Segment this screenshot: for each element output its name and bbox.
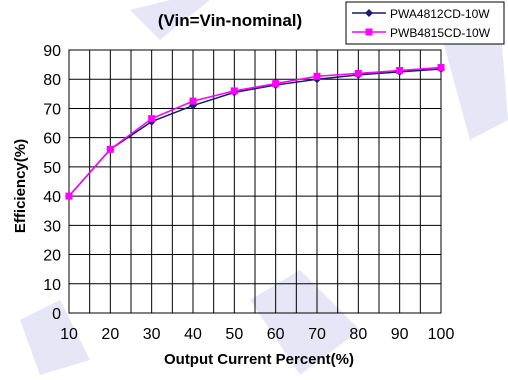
y-tick-label: 70 bbox=[43, 101, 61, 118]
legend-entry: PWB4815CD-10W bbox=[352, 26, 491, 40]
y-tick-label: 60 bbox=[43, 131, 61, 148]
data-point bbox=[313, 72, 321, 80]
x-tick-label: 60 bbox=[267, 326, 285, 343]
data-point bbox=[272, 80, 280, 88]
legend: PWA4812CD-10W PWB4815CD-10W bbox=[345, 1, 505, 45]
data-point bbox=[437, 64, 445, 72]
x-tick-label: 10 bbox=[60, 326, 78, 343]
y-tick-label: 50 bbox=[43, 160, 61, 177]
series-2 bbox=[65, 64, 445, 200]
legend-marker bbox=[365, 28, 373, 36]
data-point bbox=[65, 192, 73, 200]
data-point bbox=[396, 66, 404, 74]
y-axis-label: Efficiency(%) bbox=[12, 139, 29, 233]
y-tick-label: 20 bbox=[43, 248, 61, 265]
series-layer bbox=[65, 64, 445, 201]
legend-label: PWA4812CD-10W bbox=[390, 7, 490, 21]
x-tick-label: 90 bbox=[391, 326, 409, 343]
x-tick-label: 30 bbox=[143, 326, 161, 343]
series-line bbox=[68, 66, 442, 197]
x-axis-label: Output Current Percent(%) bbox=[164, 351, 354, 368]
x-tick-label: 100 bbox=[428, 326, 455, 343]
y-tick-label: 0 bbox=[52, 306, 61, 323]
data-point bbox=[189, 97, 197, 105]
y-tick-label: 40 bbox=[43, 189, 61, 206]
y-tick-label: 10 bbox=[43, 277, 61, 294]
axes: 0 10 20 30 40 50 60 70 80 90 10 20 30 40 50 60 70 80 90 100 bbox=[43, 43, 454, 343]
x-tick-label: 80 bbox=[349, 326, 367, 343]
x-tick-label: 40 bbox=[184, 326, 202, 343]
legend-items: PWA4812CD-10W PWB4815CD-10W bbox=[352, 7, 491, 40]
y-tick-label: 30 bbox=[43, 218, 61, 235]
x-tick-label: 20 bbox=[101, 326, 119, 343]
x-tick-label: 50 bbox=[225, 326, 243, 343]
watermark bbox=[20, 0, 508, 375]
x-tick-label: 70 bbox=[308, 326, 326, 343]
series-line bbox=[68, 68, 442, 197]
legend-marker bbox=[365, 9, 373, 17]
legend-entry: PWA4812CD-10W bbox=[352, 7, 490, 21]
data-point bbox=[354, 69, 362, 77]
chart-title: (Vin=Vin-nominal) bbox=[158, 11, 302, 30]
plot-grid bbox=[68, 49, 442, 314]
y-tick-label: 80 bbox=[43, 72, 61, 89]
data-point bbox=[230, 87, 238, 95]
y-tick-label: 90 bbox=[43, 43, 61, 60]
data-point bbox=[106, 145, 114, 153]
data-point bbox=[148, 115, 156, 123]
legend-label: PWB4815CD-10W bbox=[390, 26, 491, 40]
legend-box bbox=[345, 1, 505, 45]
